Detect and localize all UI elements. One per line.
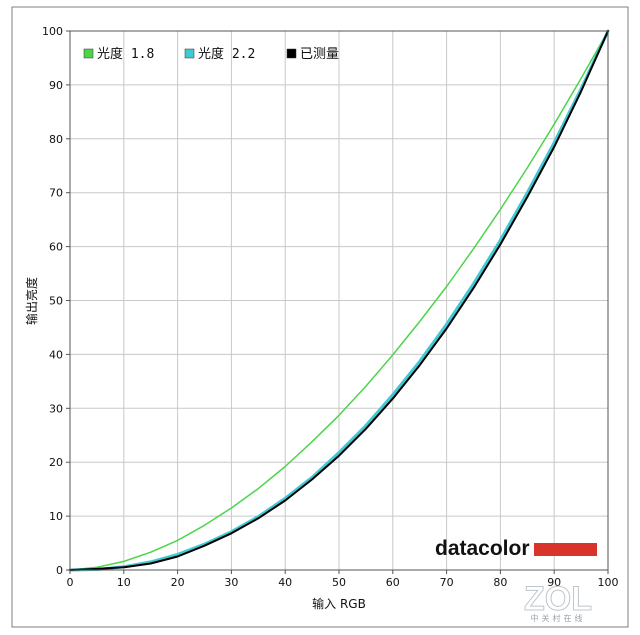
x-tick-label: 10 bbox=[117, 576, 131, 589]
series-layer bbox=[68, 29, 610, 572]
y-tick-label: 80 bbox=[49, 133, 63, 146]
x-tick-label: 70 bbox=[440, 576, 454, 589]
x-tick-labels: 0 10 20 30 40 50 60 70 80 90 100 bbox=[67, 570, 619, 589]
x-axis-label: 输入 RGB bbox=[312, 596, 366, 611]
legend-label: 光度 1.8 bbox=[97, 46, 154, 62]
y-tick-label: 100 bbox=[42, 25, 63, 38]
grid bbox=[70, 31, 608, 570]
y-tick-labels: 0 10 20 30 40 50 60 70 80 90 100 bbox=[42, 25, 70, 577]
y-tick-label: 10 bbox=[49, 510, 63, 523]
legend-swatch bbox=[286, 48, 297, 59]
datacolor-bar bbox=[534, 543, 597, 556]
watermark-logo: ZOL bbox=[524, 580, 592, 618]
x-tick-label: 100 bbox=[598, 576, 619, 589]
x-tick-label: 80 bbox=[493, 576, 507, 589]
series-line-2 bbox=[68, 29, 610, 572]
y-axis-label: 输出亮度 bbox=[24, 277, 39, 325]
legend-swatch bbox=[83, 48, 94, 59]
series-line-3 bbox=[69, 30, 609, 571]
x-tick-label: 90 bbox=[547, 576, 561, 589]
y-tick-label: 70 bbox=[49, 187, 63, 200]
legend: 光度 1.8 光度 2.2 已测量 bbox=[83, 46, 339, 62]
datacolor-logo: datacolor bbox=[435, 537, 597, 560]
x-tick-label: 50 bbox=[332, 576, 346, 589]
y-tick-label: 60 bbox=[49, 241, 63, 254]
y-tick-label: 20 bbox=[49, 456, 63, 469]
legend-label: 已测量 bbox=[300, 47, 339, 62]
x-tick-label: 0 bbox=[67, 576, 74, 589]
x-tick-label: 60 bbox=[386, 576, 400, 589]
y-tick-label: 0 bbox=[56, 564, 63, 577]
legend-swatch bbox=[184, 48, 195, 59]
legend-label: 光度 2.2 bbox=[198, 46, 255, 62]
zol-watermark: ZOL 中关村在线 bbox=[524, 580, 593, 624]
watermark-sub: 中关村在线 bbox=[531, 613, 586, 623]
datacolor-wordmark: datacolor bbox=[435, 537, 530, 560]
x-tick-label: 30 bbox=[224, 576, 238, 589]
series-line-1 bbox=[69, 30, 609, 571]
x-tick-label: 40 bbox=[278, 576, 292, 589]
x-tick-label: 20 bbox=[171, 576, 185, 589]
y-tick-label: 40 bbox=[49, 348, 63, 361]
y-tick-label: 90 bbox=[49, 79, 63, 92]
y-tick-label: 50 bbox=[49, 295, 63, 308]
y-tick-label: 30 bbox=[49, 402, 63, 415]
